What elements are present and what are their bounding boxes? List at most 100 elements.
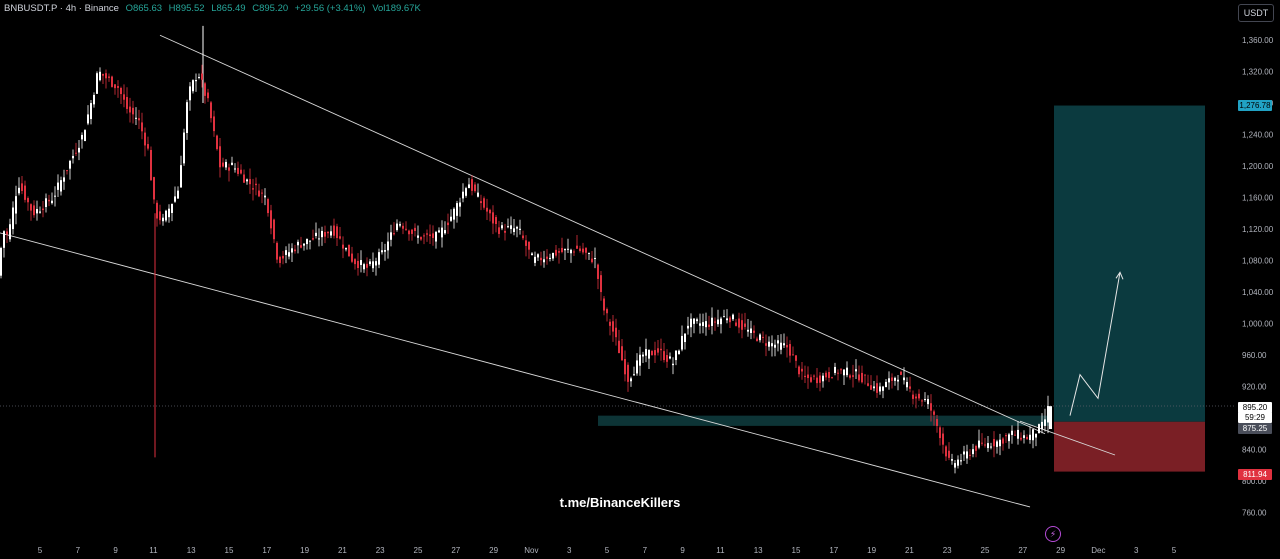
candle-body xyxy=(429,234,431,237)
candle-body xyxy=(162,217,164,222)
candle-body xyxy=(597,264,599,279)
candle-body xyxy=(63,177,65,182)
lightning-bolt-icon[interactable]: ⚡ xyxy=(1045,526,1061,542)
candle-body xyxy=(594,258,596,260)
candle-body xyxy=(933,411,935,415)
y-tick-label: 840.00 xyxy=(1242,446,1267,455)
candle-body xyxy=(93,94,95,105)
candle-body xyxy=(426,233,428,235)
candle-body xyxy=(615,327,617,338)
current-price-label: 895.20 xyxy=(1238,402,1272,413)
candle-body xyxy=(105,73,107,79)
x-tick-label: 13 xyxy=(754,546,763,555)
candle-body xyxy=(891,377,893,381)
candle-body xyxy=(237,167,239,174)
candle-body xyxy=(366,263,368,268)
candle-body xyxy=(144,132,146,146)
currency-button[interactable]: USDT xyxy=(1238,4,1274,22)
candle-body xyxy=(582,248,584,253)
candle-body xyxy=(699,323,701,326)
candle-body xyxy=(441,227,443,238)
volume-value: Vol189.67K xyxy=(372,3,421,14)
candle-body xyxy=(900,371,902,375)
candle-body xyxy=(165,210,167,221)
candle-body xyxy=(156,202,158,219)
x-tick-label: 29 xyxy=(1056,546,1065,555)
candle-body xyxy=(717,319,719,325)
candle-body xyxy=(540,257,542,261)
candle-body xyxy=(315,232,317,237)
candle-body xyxy=(906,381,908,388)
candle-body xyxy=(102,73,104,76)
candle-body xyxy=(738,318,740,328)
candle-body xyxy=(153,177,155,200)
candle-body xyxy=(117,86,119,88)
candle-body xyxy=(840,369,842,371)
candle-body xyxy=(849,375,851,378)
candle-body xyxy=(828,372,830,378)
x-tick-label: 27 xyxy=(451,546,460,555)
x-tick-label: 15 xyxy=(792,546,801,555)
candle-body xyxy=(702,322,704,326)
y-tick-label: 1,120.00 xyxy=(1242,225,1274,234)
x-tick-label: 11 xyxy=(149,546,158,555)
x-tick-label: 19 xyxy=(867,546,876,555)
demand-zone xyxy=(598,415,1050,426)
candle-body xyxy=(648,349,650,359)
candle-body xyxy=(693,318,695,324)
candle-body xyxy=(564,249,566,251)
candle-body xyxy=(6,231,8,235)
candle-body xyxy=(285,250,287,255)
candle-body xyxy=(129,106,131,113)
symbol-label[interactable]: BNBUSDT.P · 4h · Binance xyxy=(4,3,119,14)
candle-body xyxy=(822,375,824,382)
candle-body xyxy=(309,240,311,242)
candle-body xyxy=(798,366,800,375)
candle-body xyxy=(705,321,707,328)
candle-body xyxy=(39,211,41,213)
candle-body xyxy=(879,386,881,392)
candle-body xyxy=(234,168,236,170)
candle-body xyxy=(792,354,794,356)
candle-body xyxy=(42,208,44,211)
candle-body xyxy=(171,203,173,213)
candle-body xyxy=(996,441,998,447)
candle-body xyxy=(312,238,314,240)
candle-body xyxy=(546,256,548,259)
candle-body xyxy=(1032,429,1034,441)
candle-body xyxy=(783,343,785,346)
candle-body xyxy=(273,219,275,240)
candle-body xyxy=(522,235,524,239)
candle-body xyxy=(666,355,668,362)
y-tick-label: 1,240.00 xyxy=(1242,131,1274,140)
candle-body xyxy=(777,340,779,344)
candle-body xyxy=(930,403,932,411)
candle-body xyxy=(435,231,437,242)
y-tick-label: 1,080.00 xyxy=(1242,257,1274,266)
candle-body xyxy=(975,445,977,451)
candle-body xyxy=(834,366,836,373)
candle-body xyxy=(516,226,518,229)
candle-body xyxy=(24,185,26,200)
candle-body xyxy=(519,228,521,230)
candle-body xyxy=(510,225,512,229)
countdown-label: 59:29 xyxy=(1238,412,1272,423)
y-tick-label: 1,160.00 xyxy=(1242,194,1274,203)
candle-body xyxy=(180,165,182,188)
candle-body xyxy=(258,190,260,197)
last-candle-body xyxy=(1049,406,1052,430)
y-tick-label: 920.00 xyxy=(1242,383,1267,392)
candle-body xyxy=(591,258,593,263)
candle-body xyxy=(864,374,866,376)
candle-body xyxy=(924,398,926,400)
candle-body xyxy=(333,225,335,236)
x-tick-label: 7 xyxy=(76,546,81,555)
candle-body xyxy=(459,202,461,207)
low-value: L865.49 xyxy=(211,3,246,14)
candle-body xyxy=(1011,430,1013,435)
candle-body xyxy=(984,444,986,446)
candle-body xyxy=(723,316,725,318)
y-tick-label: 960.00 xyxy=(1242,351,1267,360)
candle-body xyxy=(108,76,110,78)
